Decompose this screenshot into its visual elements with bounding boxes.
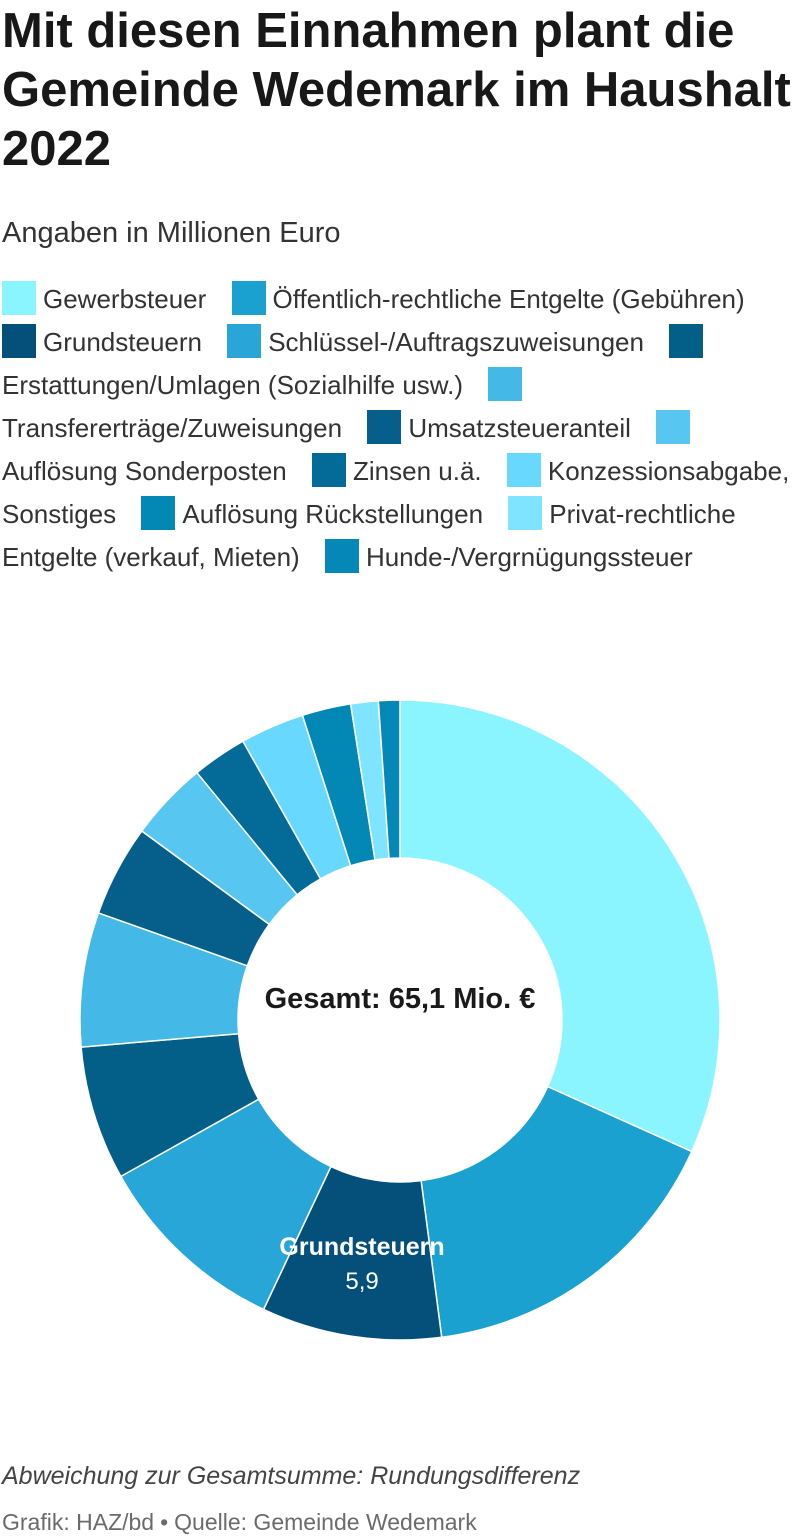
chart-title: Mit diesen Einnahmen plant die Gemeinde … <box>2 4 791 176</box>
legend-label: Konzessionsabgabe, Sonstiges <box>2 456 790 529</box>
data-label-value: 5,9 <box>345 1268 378 1295</box>
legend-swatch <box>367 410 402 444</box>
legend-swatch <box>2 281 36 315</box>
legend-item: Auflösung Sonderposten <box>2 410 697 486</box>
donut-chart: Grundsteuern 5,9 <box>79 699 721 1341</box>
legend-label: Auflösung Sonderposten <box>2 456 287 486</box>
pie-slice <box>420 1085 693 1339</box>
legend-item: Grundsteuern <box>2 324 202 358</box>
legend-item: Auflösung Rückstellungen <box>141 496 484 530</box>
legend-label: Privat-rechtliche Entgelte (verkauf, Mie… <box>2 499 736 572</box>
legend-item: Konzessionsabgabe, Sonstiges <box>2 453 790 529</box>
chart-legend: Gewerbsteuer Öffentlich-rechtliche Entge… <box>2 278 794 579</box>
legend-swatch <box>506 453 541 487</box>
legend-swatch <box>141 496 176 530</box>
legend-item: Zinsen u.ä. <box>312 453 482 487</box>
donut-center-label: Gesamt: 65,1 Mio. € <box>264 983 536 1015</box>
legend-swatch <box>2 324 36 358</box>
legend-label: Erstattungen/Umlagen (Sozialhilfe usw.) <box>2 370 464 400</box>
legend-label: Zinsen u.ä. <box>353 456 482 486</box>
credit-text: Grafik: HAZ/bd <box>2 1509 155 1535</box>
legend-swatch <box>488 367 523 401</box>
legend-swatch <box>231 281 266 315</box>
legend-item: Privat-rechtliche Entgelte (verkauf, Mie… <box>2 496 736 572</box>
chart-subtitle: Angaben in Millionen Euro <box>2 217 341 249</box>
legend-swatch <box>508 496 543 530</box>
legend-swatch <box>324 539 359 573</box>
legend-item: Erstattungen/Umlagen (Sozialhilfe usw.) <box>2 324 710 400</box>
legend-swatch <box>312 453 347 487</box>
legend-label: Hunde-/Vergrnügungssteuer <box>365 542 693 572</box>
legend-swatch <box>656 410 691 444</box>
legend-label: Transfererträge/Zuweisungen <box>2 413 343 443</box>
footnote: Abweichung zur Gesamtsumme: Rundungsdiff… <box>2 1462 581 1490</box>
legend-item: Transfererträge/Zuweisungen <box>2 367 529 443</box>
legend-label: Auflösung Rückstellungen <box>182 499 484 529</box>
pie-slice <box>399 699 721 1153</box>
legend-item: Öffentlich-rechtliche Entgelte (Gebühren… <box>231 281 745 315</box>
legend-swatch <box>669 324 704 358</box>
legend-label: Öffentlich-rechtliche Entgelte (Gebühren… <box>272 284 745 314</box>
legend-item: Gewerbsteuer <box>2 281 207 315</box>
pie-slice <box>377 699 401 860</box>
legend-swatch <box>227 324 262 358</box>
legend-item: Schlüssel-/Auftragszuweisungen <box>227 324 644 358</box>
legend-label: Gewerbsteuer <box>43 284 207 314</box>
separator-dot: • <box>160 1509 169 1535</box>
data-label-name: Grundsteuern <box>279 1233 444 1261</box>
legend-item: Umsatzsteueranteil <box>367 410 631 444</box>
legend-label: Grundsteuern <box>43 327 202 357</box>
source-text: Quelle: Gemeinde Wedemark <box>174 1509 477 1535</box>
legend-label: Umsatzsteueranteil <box>408 413 631 443</box>
legend-item: Hunde-/Vergrnügungssteuer <box>324 539 693 573</box>
source-line: Grafik: HAZ/bd • Quelle: Gemeinde Wedemark <box>2 1506 477 1538</box>
legend-label: Schlüssel-/Auftragszuweisungen <box>268 327 644 357</box>
